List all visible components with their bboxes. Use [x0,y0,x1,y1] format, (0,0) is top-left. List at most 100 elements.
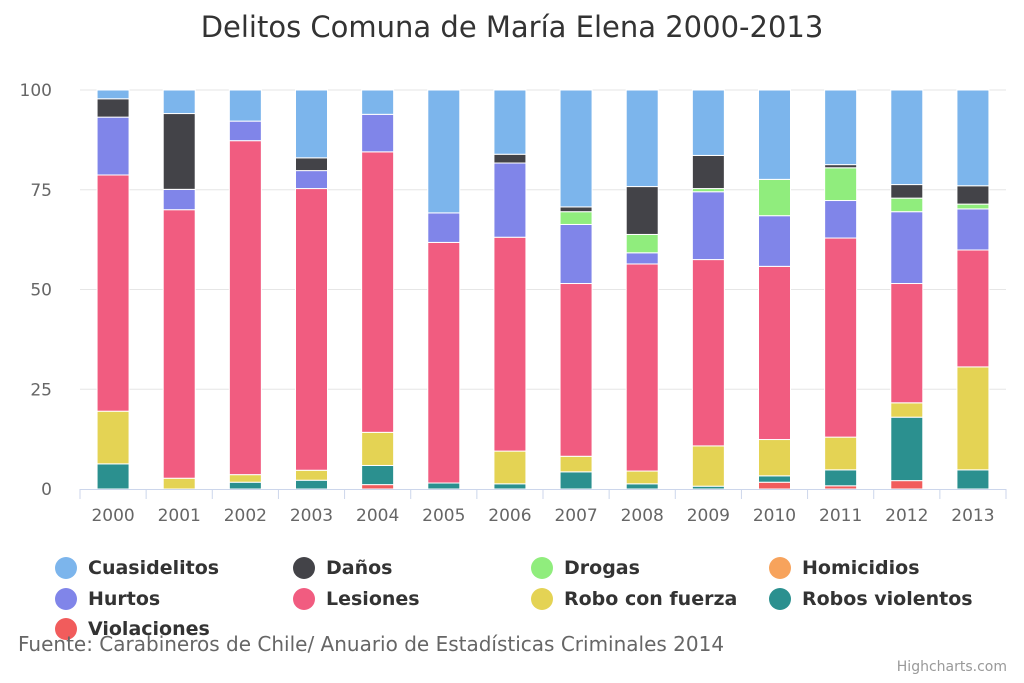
bar-segment[interactable] [295,469,328,481]
bar-segment[interactable] [559,471,593,490]
legend-item[interactable]: Cuasidelitos [55,557,219,579]
bar-segment[interactable] [162,209,196,479]
bar-segment[interactable] [956,366,990,471]
bar-segment[interactable] [493,153,527,164]
legend-item[interactable]: Homicidios [769,557,920,579]
bar-segment[interactable] [96,89,130,100]
bar-segment[interactable] [162,89,196,115]
bar-segment[interactable] [625,252,659,265]
legend-item[interactable]: Hurtos [55,588,160,610]
bar-segment[interactable] [625,263,659,472]
bar-segment[interactable] [361,89,395,115]
bar-segment[interactable] [427,89,461,214]
bar-segment[interactable] [361,431,395,466]
bar-segment[interactable] [295,89,328,159]
bar-segment[interactable] [824,436,858,471]
bar-segment[interactable] [228,89,262,122]
bar-segment[interactable] [493,483,527,490]
bar-segment[interactable] [559,206,593,213]
bar-segment[interactable] [890,89,924,186]
bar-segment[interactable] [162,188,196,211]
bar-segment[interactable] [758,178,791,217]
bar-segment[interactable] [361,484,395,490]
bar-segment[interactable] [890,480,924,490]
bar-segment[interactable] [295,170,328,190]
bar-segment[interactable] [295,479,328,490]
bar-segment[interactable] [228,481,262,490]
bar-segment[interactable] [96,98,130,118]
bar-segment[interactable] [559,455,593,473]
bar-segment[interactable] [295,188,328,471]
bar-segment[interactable] [890,211,924,285]
bar-segment[interactable] [691,191,725,261]
bar-segment[interactable] [427,241,461,484]
bar-segment[interactable] [691,259,725,447]
bar-segment[interactable] [691,154,725,190]
bar-segment[interactable] [559,211,593,225]
bar-segment[interactable] [758,265,791,441]
legend-item[interactable]: Drogas [531,557,640,579]
bar-series [96,89,990,490]
bar-segment[interactable] [361,464,395,486]
bar-segment[interactable] [824,167,858,202]
bar-segment[interactable] [824,89,858,166]
bar-segment[interactable] [890,283,924,404]
legend-symbol [293,557,315,579]
bar-segment[interactable] [956,469,990,490]
legend-item[interactable]: Violaciones [55,618,210,640]
bar-segment[interactable] [559,283,593,457]
bar-segment[interactable] [956,208,990,251]
bar-segment[interactable] [758,481,791,490]
bar-segment[interactable] [824,237,858,438]
bar-segment[interactable] [824,469,858,487]
bar-segment[interactable] [625,470,659,485]
bar-segment[interactable] [559,223,593,285]
bar-segment[interactable] [493,89,527,155]
bar-segment[interactable] [625,483,659,490]
x-tick-label: 2008 [621,506,664,526]
bar-segment[interactable] [691,445,725,487]
bar-segment[interactable] [228,120,262,142]
legend-item[interactable]: Daños [293,557,392,579]
bar-segment[interactable] [625,233,659,254]
bar-segment[interactable] [361,113,395,153]
bar-segment[interactable] [96,174,130,412]
bar-segment[interactable] [96,116,130,176]
bar-segment[interactable] [956,249,990,368]
bar-segment[interactable] [824,200,858,239]
bar-segment[interactable] [427,482,461,490]
bar-segment[interactable] [691,89,725,156]
bar-segment[interactable] [162,113,196,190]
bar-segment[interactable] [493,236,527,452]
bar-segment[interactable] [493,450,527,485]
credits-link[interactable]: Highcharts.com [896,659,1007,675]
legend-item[interactable]: Lesiones [293,588,420,610]
bar-segment[interactable] [890,402,924,418]
bar-segment[interactable] [758,439,791,477]
legend-item[interactable]: Robos violentos [769,588,973,610]
bar-segment[interactable] [758,475,791,483]
bar-segment[interactable] [427,212,461,243]
bar-segment[interactable] [493,162,527,238]
bar-segment[interactable] [956,185,990,205]
bar-segment[interactable] [956,203,990,210]
bar-segment[interactable] [758,89,791,180]
bar-segment[interactable] [228,140,262,476]
bar-segment[interactable] [559,89,593,208]
bar-segment[interactable] [295,157,328,172]
bar-segment[interactable] [890,184,924,199]
bar-segment[interactable] [96,463,130,490]
bar-segment[interactable] [890,416,924,482]
bar-segment[interactable] [228,474,262,483]
bar-segment[interactable] [625,89,659,188]
bar-stack-2000 [96,89,130,490]
bar-segment[interactable] [956,89,990,187]
legend-symbol [55,557,77,579]
legend-item[interactable]: Robo con fuerza [531,588,737,610]
bar-segment[interactable] [890,197,924,213]
bar-segment[interactable] [758,215,791,267]
bar-segment[interactable] [162,477,196,490]
bar-segment[interactable] [96,410,130,465]
bar-segment[interactable] [625,186,659,235]
bar-segment[interactable] [361,151,395,433]
